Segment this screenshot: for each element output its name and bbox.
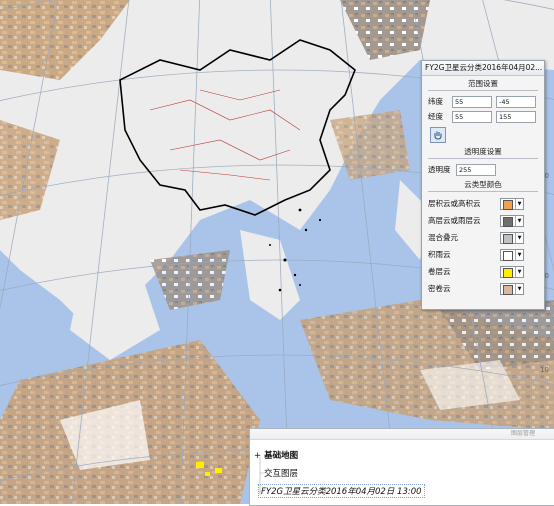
- layer-base-map[interactable]: + 基础地图: [254, 449, 298, 461]
- layer-panel-header: 图层管理: [250, 429, 554, 440]
- grid-label: 10: [540, 366, 549, 374]
- cloud-type-label: 层积云或高积云: [428, 199, 481, 208]
- color-swatch: [503, 216, 513, 227]
- longitude-label: 经度: [428, 112, 443, 121]
- chevron-down-icon[interactable]: ▼: [515, 283, 523, 294]
- cloud-settings-panel: FY2G卫星云分类2016年04月02... 范围设置 纬度 55 -45 经度…: [421, 60, 545, 310]
- cloud-type-label: 积雨云: [428, 250, 451, 259]
- cloud-type-row: 层积云或高积云 ▼: [422, 195, 544, 212]
- cloud-color-section-title: 云类型颜色: [428, 179, 538, 192]
- cloud-type-row: 积雨云 ▼: [422, 246, 544, 263]
- cloud-type-label: 卷层云: [428, 267, 451, 276]
- base-map-label: 基础地图: [264, 451, 299, 461]
- opacity-section-title: 透明度设置: [428, 146, 538, 159]
- chevron-down-icon[interactable]: ▼: [515, 198, 523, 209]
- cloud-type-label: 混合叠元: [428, 233, 458, 242]
- opacity-label: 透明度: [428, 165, 451, 174]
- chevron-down-icon[interactable]: ▼: [515, 215, 523, 226]
- longitude-max-input[interactable]: 155: [496, 110, 536, 123]
- layer-cloud-classification[interactable]: FY2G卫星云分类2016年04月02日 13:00: [258, 484, 425, 498]
- cloud-type-list: 层积云或高积云 ▼ 高层云或雨层云 ▼ 混合叠元 ▼ 积雨云 ▼ 卷层云 ▼ 密卷云 ▼: [422, 195, 544, 297]
- color-swatch: [503, 199, 513, 210]
- layer-manager-panel: 图层管理 + 基础地图 交互图层 FY2G卫星云分类2016年04月02日 13…: [249, 428, 554, 506]
- color-swatch: [503, 267, 513, 278]
- tree-lines: [259, 457, 264, 495]
- panel-title: FY2G卫星云分类2016年04月02...: [422, 61, 544, 76]
- color-picker[interactable]: ▼: [500, 248, 524, 261]
- latitude-min-input[interactable]: 55: [452, 95, 492, 108]
- latitude-label: 纬度: [428, 97, 443, 106]
- longitude-row: 经度 55 155: [422, 109, 544, 124]
- cloud-type-label: 高层云或雨层云: [428, 216, 481, 225]
- layer-interactive[interactable]: 交互图层: [264, 467, 298, 479]
- cloud-type-row: 高层云或雨层云 ▼: [422, 212, 544, 229]
- interactive-layer-label: 交互图层: [264, 469, 299, 479]
- pan-tool-button[interactable]: [430, 127, 446, 143]
- cloud-layer-label: FY2G卫星云分类2016年04月02日 13:00: [261, 487, 422, 497]
- cloud-type-label: 密卷云: [428, 284, 451, 293]
- color-picker[interactable]: ▼: [500, 214, 524, 227]
- latitude-row: 纬度 55 -45: [422, 94, 544, 109]
- latitude-max-input[interactable]: -45: [496, 95, 536, 108]
- chevron-down-icon[interactable]: ▼: [515, 266, 523, 277]
- cloud-type-row: 卷层云 ▼: [422, 263, 544, 280]
- color-picker[interactable]: ▼: [500, 265, 524, 278]
- color-swatch: [503, 250, 513, 261]
- color-swatch: [503, 233, 513, 244]
- opacity-row: 透明度 255: [422, 162, 544, 177]
- color-swatch: [503, 284, 513, 295]
- chevron-down-icon[interactable]: ▼: [515, 249, 523, 260]
- cloud-type-row: 密卷云 ▼: [422, 280, 544, 297]
- range-section-title: 范围设置: [428, 78, 538, 91]
- color-picker[interactable]: ▼: [500, 231, 524, 244]
- color-picker[interactable]: ▼: [500, 282, 524, 295]
- color-picker[interactable]: ▼: [500, 197, 524, 210]
- longitude-min-input[interactable]: 55: [452, 110, 492, 123]
- opacity-input[interactable]: 255: [456, 163, 496, 176]
- cloud-type-row: 混合叠元 ▼: [422, 229, 544, 246]
- chevron-down-icon[interactable]: ▼: [515, 232, 523, 243]
- hand-icon: [434, 131, 442, 140]
- expand-plus-icon[interactable]: +: [254, 451, 262, 461]
